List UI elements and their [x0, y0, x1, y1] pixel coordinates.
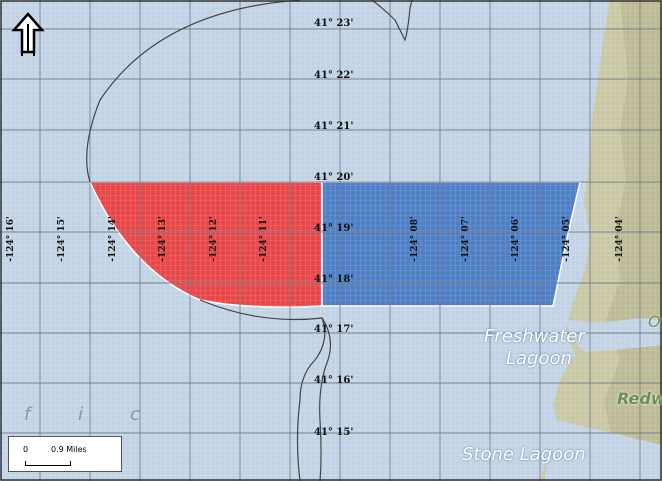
lat-label: 41° 16': [314, 375, 354, 386]
scale-start-label: 0: [23, 445, 29, 454]
lon-label: -124° 12': [209, 216, 219, 262]
lon-label: -124° 04': [615, 216, 625, 262]
place-label-o: O: [648, 312, 661, 331]
lat-label: 41° 20': [314, 172, 354, 183]
lat-label: 41° 17': [314, 324, 354, 335]
lat-label: 41° 19': [314, 223, 354, 234]
scale-bar: 0 0.9 Miles: [8, 436, 122, 472]
boundary-line-right: [319, 317, 332, 481]
blue-zone-grid: [322, 182, 580, 306]
place-label-redw: Redw: [617, 389, 662, 408]
ocean-letter: f: [24, 404, 31, 425]
lon-label: -124° 08': [410, 216, 420, 262]
ocean-letter: c: [130, 404, 140, 425]
red-zone-grid: [90, 182, 322, 308]
lon-label: -124° 13': [158, 216, 168, 262]
place-label-freshwater: Freshwater: [484, 326, 585, 347]
lat-label: 41° 22': [314, 70, 354, 81]
boundary-line: [86, 0, 413, 481]
ocean-letter: i: [78, 404, 84, 425]
scale-end-label: 0.9 Miles: [51, 445, 87, 454]
north-arrow-icon: [11, 12, 45, 56]
lon-label: -124° 05': [562, 216, 572, 262]
lat-label: 41° 21': [314, 121, 354, 132]
lon-label: -124° 16': [6, 216, 16, 262]
lon-label: -124° 06': [511, 216, 521, 262]
lon-label: -124° 14': [108, 216, 118, 262]
lon-label: -124° 07': [461, 216, 471, 262]
lat-label: 41° 15': [314, 427, 354, 438]
scale-bar-line: [25, 461, 71, 466]
lon-label: -124° 11': [259, 216, 269, 262]
place-label-stone-lagoon: Stone Lagoon: [462, 444, 586, 465]
lat-label: 41° 18': [314, 274, 354, 285]
place-label-lagoon: Lagoon: [506, 348, 572, 369]
lon-label: -124° 15': [57, 216, 67, 262]
lat-label: 41° 23': [314, 18, 354, 29]
